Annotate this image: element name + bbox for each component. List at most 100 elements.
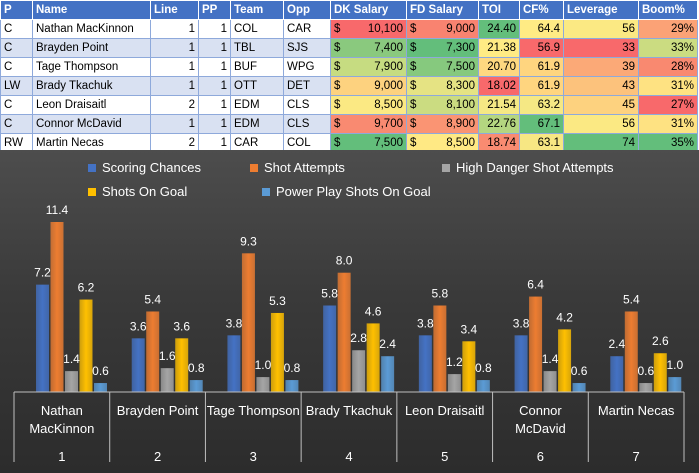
bar[interactable] <box>285 380 299 392</box>
cell-fd-salary[interactable]: $9,000 <box>406 19 479 39</box>
cell-cf-pct[interactable]: 64.4 <box>519 19 564 39</box>
bar[interactable] <box>639 383 653 392</box>
cell-pp[interactable]: 1 <box>198 19 231 39</box>
bar[interactable] <box>175 338 189 392</box>
bar[interactable] <box>256 377 270 392</box>
header-cf-pct[interactable]: CF% <box>519 0 564 20</box>
cell-toi[interactable]: 18.02 <box>478 76 520 96</box>
cell-fd-salary[interactable]: $7,300 <box>406 38 479 58</box>
table-row[interactable]: C Tage Thompson 1 1 BUF WPG $7,900 $7,500 20.70 6… <box>0 57 698 77</box>
cell-line[interactable]: 1 <box>150 114 199 134</box>
header-boom-pct[interactable]: Boom% <box>638 0 698 20</box>
bar[interactable] <box>418 335 432 392</box>
bar[interactable] <box>189 380 203 392</box>
cell-toi[interactable]: 18.74 <box>478 133 520 153</box>
cell-opponent[interactable]: CLS <box>283 114 331 134</box>
bar[interactable] <box>36 284 49 392</box>
cell-position[interactable]: C <box>0 38 33 58</box>
cell-cf-pct[interactable]: 63.2 <box>519 95 564 115</box>
cell-player-name[interactable]: Brady Tkachuk <box>32 76 151 96</box>
bar[interactable] <box>668 377 682 392</box>
cell-leverage[interactable]: 56 <box>563 114 639 134</box>
bar[interactable] <box>79 299 93 392</box>
cell-dk-salary[interactable]: $8,500 <box>330 95 407 115</box>
bar[interactable] <box>543 371 557 392</box>
legend-item[interactable]: High Danger Shot Attempts <box>442 160 614 175</box>
cell-player-name[interactable]: Connor McDavid <box>32 114 151 134</box>
cell-boom-pct[interactable]: 31% <box>638 114 698 134</box>
bar[interactable] <box>514 335 528 392</box>
bar[interactable] <box>381 356 395 392</box>
bar[interactable] <box>624 311 638 392</box>
table-row[interactable]: C Connor McDavid 1 1 EDM CLS $9,700 $8,900 22.76… <box>0 114 698 134</box>
cell-cf-pct[interactable]: 63.1 <box>519 133 564 153</box>
bar[interactable] <box>94 383 107 392</box>
cell-team[interactable]: EDM <box>230 95 284 115</box>
cell-dk-salary[interactable]: $9,000 <box>330 76 407 96</box>
bar[interactable] <box>462 341 476 392</box>
bar[interactable] <box>529 296 543 392</box>
cell-player-name[interactable]: Brayden Point <box>32 38 151 58</box>
bar[interactable] <box>558 329 572 392</box>
header-line[interactable]: Line <box>150 0 199 20</box>
cell-pp[interactable]: 1 <box>198 114 231 134</box>
bar[interactable] <box>572 383 586 392</box>
cell-line[interactable]: 1 <box>150 38 199 58</box>
cell-leverage[interactable]: 56 <box>563 19 639 39</box>
cell-team[interactable]: TBL <box>230 38 284 58</box>
cell-player-name[interactable]: Martin Necas <box>32 133 151 153</box>
cell-opponent[interactable]: SJS <box>283 38 331 58</box>
cell-opponent[interactable]: COL <box>283 133 331 153</box>
cell-fd-salary[interactable]: $7,500 <box>406 57 479 77</box>
bar[interactable] <box>366 323 380 392</box>
bar[interactable] <box>131 338 145 392</box>
cell-cf-pct[interactable]: 56.9 <box>519 38 564 58</box>
header-pp[interactable]: PP <box>198 0 231 20</box>
bar[interactable] <box>476 380 490 392</box>
bar[interactable] <box>50 222 64 392</box>
cell-dk-salary[interactable]: $10,100 <box>330 19 407 39</box>
cell-pp[interactable]: 1 <box>198 38 231 58</box>
cell-position[interactable]: C <box>0 19 33 39</box>
cell-opponent[interactable]: CAR <box>283 19 331 39</box>
header-toi[interactable]: TOI <box>478 0 520 20</box>
bar[interactable] <box>610 356 624 392</box>
cell-player-name[interactable]: Tage Thompson <box>32 57 151 77</box>
cell-line[interactable]: 1 <box>150 76 199 96</box>
header-leverage[interactable]: Leverage <box>563 0 639 20</box>
bar[interactable] <box>146 311 160 392</box>
cell-team[interactable]: EDM <box>230 114 284 134</box>
cell-toi[interactable]: 20.70 <box>478 57 520 77</box>
cell-cf-pct[interactable]: 61.9 <box>519 76 564 96</box>
cell-dk-salary[interactable]: $7,400 <box>330 38 407 58</box>
cell-line[interactable]: 1 <box>150 57 199 77</box>
cell-boom-pct[interactable]: 33% <box>638 38 698 58</box>
cell-fd-salary[interactable]: $8,100 <box>406 95 479 115</box>
cell-dk-salary[interactable]: $7,900 <box>330 57 407 77</box>
bar[interactable] <box>433 305 447 392</box>
cell-position[interactable]: LW <box>0 76 33 96</box>
cell-pp[interactable]: 1 <box>198 76 231 96</box>
cell-team[interactable]: BUF <box>230 57 284 77</box>
header-team[interactable]: Team <box>230 0 284 20</box>
bar[interactable] <box>241 253 255 392</box>
cell-leverage[interactable]: 43 <box>563 76 639 96</box>
header-name[interactable]: Name <box>32 0 151 20</box>
cell-line[interactable]: 1 <box>150 19 199 39</box>
cell-cf-pct[interactable]: 67.1 <box>519 114 564 134</box>
cell-toi[interactable]: 24.40 <box>478 19 520 39</box>
header-position[interactable]: P <box>0 0 33 20</box>
bar[interactable] <box>447 374 461 392</box>
legend-item[interactable]: Shots On Goal <box>88 184 187 199</box>
cell-position[interactable]: C <box>0 95 33 115</box>
cell-toi[interactable]: 21.54 <box>478 95 520 115</box>
cell-position[interactable]: C <box>0 57 33 77</box>
cell-line[interactable]: 2 <box>150 133 199 153</box>
table-row[interactable]: C Nathan MacKinnon 1 1 COL CAR $10,100 $9,000 24… <box>0 19 698 39</box>
cell-leverage[interactable]: 39 <box>563 57 639 77</box>
cell-opponent[interactable]: WPG <box>283 57 331 77</box>
cell-pp[interactable]: 1 <box>198 57 231 77</box>
cell-fd-salary[interactable]: $8,900 <box>406 114 479 134</box>
table-row[interactable]: C Brayden Point 1 1 TBL SJS $7,400 $7,300 21.38 5… <box>0 38 698 58</box>
cell-player-name[interactable]: Nathan MacKinnon <box>32 19 151 39</box>
